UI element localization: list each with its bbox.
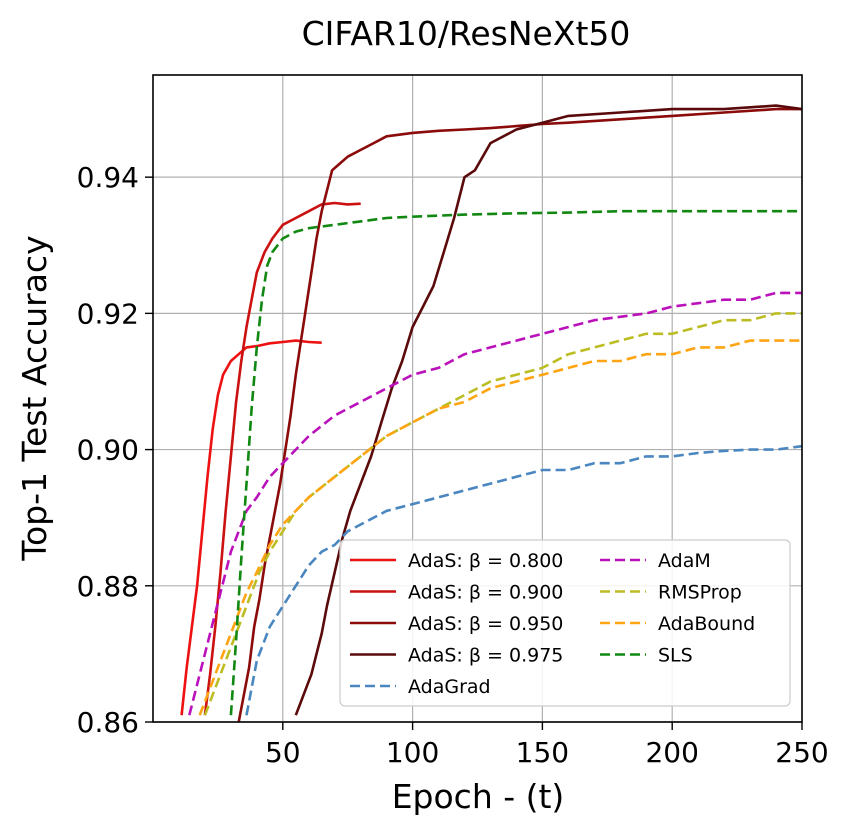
chart-title: CIFAR10/ResNeXt50	[302, 14, 631, 53]
legend-label: RMSProp	[658, 582, 742, 604]
legend-label: AdaS: β = 0.900	[408, 582, 563, 604]
legend-label: AdaS: β = 0.975	[408, 645, 563, 667]
legend-label: AdaBound	[658, 613, 755, 635]
legend-box	[339, 539, 791, 707]
series-line-6	[203, 312, 802, 716]
x-tick-label: 100	[386, 736, 439, 769]
x-axis-label: Epoch - (t)	[392, 777, 565, 816]
series-line-2	[237, 107, 802, 722]
legend: AdaS: β = 0.800 AdaS: β = 0.900 AdaS: β = …	[339, 539, 791, 707]
x-tick-label: 250	[775, 736, 828, 769]
y-tick-label: 0.94	[77, 161, 139, 194]
y-tick-label: 0.90	[77, 434, 139, 467]
plot-frame	[152, 74, 803, 723]
x-tick-label: 50	[265, 736, 301, 769]
legend-label: AdaGrad	[408, 676, 491, 698]
legend-label: SLS	[658, 645, 693, 667]
x-tick-label: 150	[516, 736, 569, 769]
plot-series	[180, 104, 802, 722]
series-line-1	[203, 201, 361, 716]
y-tick-label: 0.88	[77, 570, 139, 603]
series-line-8	[229, 209, 802, 716]
series-line-3	[294, 104, 802, 716]
y-tick-label: 0.92	[77, 297, 139, 330]
x-tick-label: 200	[645, 736, 698, 769]
y-tick-label: 0.86	[77, 706, 139, 739]
series-line-5	[188, 291, 802, 716]
series-line-7	[198, 339, 802, 716]
legend-label: AdaM	[658, 550, 711, 572]
legend-label: AdaS: β = 0.950	[408, 613, 563, 635]
series-line-0	[180, 339, 322, 716]
axis-ticks: 50 100 150 200 250 0.86 0.88 0.90 0.92 0.94	[77, 161, 829, 769]
series-line-4	[245, 444, 802, 716]
legend-label: AdaS: β = 0.800	[408, 550, 563, 572]
y-axis-label: Top-1 Test Accuracy	[15, 235, 54, 561]
